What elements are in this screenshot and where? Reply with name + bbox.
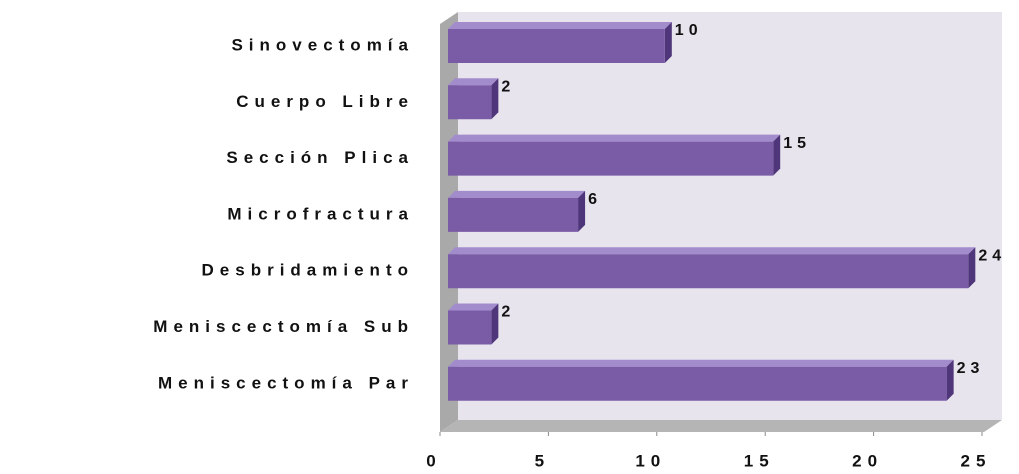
bar-face bbox=[773, 134, 781, 176]
bar-face bbox=[448, 134, 781, 142]
value-label: 10 bbox=[675, 22, 703, 39]
category-label: Sección Plica bbox=[226, 148, 414, 167]
x-tick-label: 15 bbox=[744, 451, 775, 470]
bar-face bbox=[578, 190, 586, 232]
category-label: Meniscectomía Par bbox=[158, 373, 414, 392]
category-label: Desbridamiento bbox=[202, 261, 414, 280]
x-tick-label: 10 bbox=[635, 451, 666, 470]
bar-face bbox=[448, 78, 499, 86]
bar-face bbox=[448, 141, 774, 176]
bar-face bbox=[448, 247, 976, 255]
bar bbox=[448, 247, 976, 289]
bar-face bbox=[664, 22, 672, 63]
value-label: 2 bbox=[501, 304, 515, 321]
bar-face bbox=[491, 303, 499, 345]
value-label: 15 bbox=[783, 135, 811, 152]
x-tick-label: 5 bbox=[535, 451, 550, 470]
bar bbox=[448, 359, 954, 401]
bar bbox=[448, 303, 499, 345]
bar-face bbox=[491, 78, 499, 120]
category-label: Sinovectomía bbox=[231, 35, 414, 54]
category-label: Meniscectomía Sub bbox=[153, 317, 414, 336]
bar-face bbox=[448, 359, 954, 367]
bar-face bbox=[946, 359, 954, 401]
bar-face bbox=[448, 190, 586, 198]
x-tick-label: 25 bbox=[961, 451, 992, 470]
bar-face bbox=[448, 303, 499, 311]
bar-face bbox=[968, 247, 976, 289]
bar-face bbox=[448, 85, 492, 120]
category-label: Cuerpo Libre bbox=[236, 92, 414, 111]
floor bbox=[440, 420, 1002, 432]
x-tick-label: 0 bbox=[426, 451, 441, 470]
bar-face bbox=[448, 29, 665, 63]
bar bbox=[448, 134, 781, 176]
bar bbox=[448, 190, 586, 232]
category-label: Microfractura bbox=[227, 204, 414, 223]
bar-face bbox=[448, 366, 947, 401]
bar bbox=[448, 22, 672, 63]
bar bbox=[448, 78, 499, 120]
x-tick-label: 20 bbox=[852, 451, 883, 470]
bar-face bbox=[448, 310, 492, 345]
bar-face bbox=[448, 22, 672, 29]
value-label: 24 bbox=[978, 247, 1006, 264]
bar-face bbox=[448, 197, 579, 232]
value-label: 6 bbox=[588, 191, 602, 208]
back-wall bbox=[458, 12, 1002, 420]
bar-face bbox=[448, 254, 969, 289]
value-label: 2 bbox=[501, 79, 515, 96]
value-label: 23 bbox=[957, 360, 985, 377]
